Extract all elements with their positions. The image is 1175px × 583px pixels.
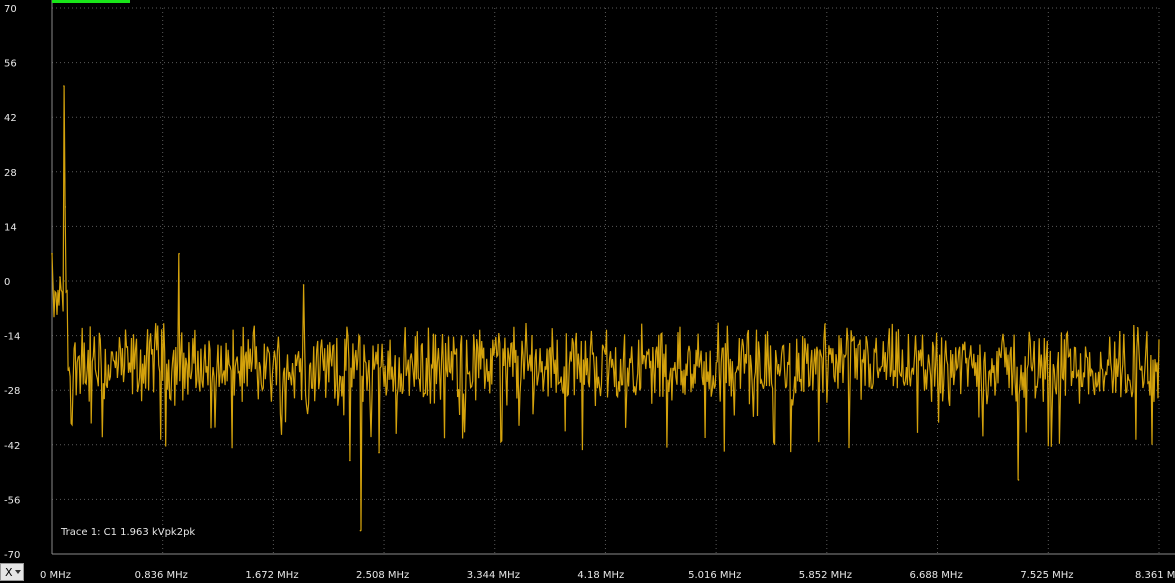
y-tick-label: 70	[4, 4, 17, 15]
trace-1-line	[51, 85, 1160, 531]
trace-peak-point	[178, 252, 180, 255]
x-tick-label: 1.672 MHz	[245, 570, 298, 581]
trace-peak-point	[63, 85, 65, 87]
x-axis-ticks: 0 MHz 0.836 MHz 1.672 MHz 2.508 MHz 3.344 MH…	[40, 570, 1175, 581]
trace-peak-point	[824, 323, 827, 325]
trace-peak-point	[1017, 479, 1020, 481]
y-tick-label: -56	[4, 495, 20, 506]
grid	[51, 0, 1175, 555]
y-tick-label: 28	[4, 168, 17, 179]
y-tick-label: 0	[4, 277, 10, 288]
y-tick-label: 42	[4, 113, 17, 124]
x-tick-label: 4.18 MHz	[577, 570, 624, 581]
x-tick-label: 7.525 MHz	[1020, 570, 1073, 581]
x-axis-selector-label: X	[5, 565, 13, 579]
trace-1	[51, 85, 1160, 532]
x-tick-label: 8.361 M	[1135, 570, 1175, 581]
x-axis-selector[interactable]: X	[0, 563, 24, 581]
y-tick-label: -42	[4, 441, 20, 452]
trace-peak-point	[302, 284, 305, 286]
trace-peak-point	[349, 459, 351, 462]
trace-indicator-bar	[52, 0, 130, 3]
y-axis-ticks: 70 56 42 28 14 0 -14 -28 -42 -56 -70	[4, 4, 20, 561]
chevron-down-icon	[15, 570, 21, 574]
x-tick-label: 0 MHz	[40, 570, 71, 581]
y-tick-label: 14	[4, 222, 17, 233]
x-tick-label: 2.508 MHz	[356, 570, 409, 581]
x-tick-label: 5.016 MHz	[688, 570, 741, 581]
x-tick-label: 5.852 MHz	[799, 570, 852, 581]
x-tick-label: 0.836 MHz	[135, 570, 188, 581]
trace-peak-point	[378, 451, 380, 454]
trace-peak-point	[64, 206, 67, 208]
y-tick-label: -70	[4, 550, 20, 561]
x-tick-label: 6.688 MHz	[909, 570, 962, 581]
trace-peak-point	[59, 276, 61, 278]
trace-peak-point	[1136, 327, 1139, 329]
trace-peak-point	[359, 529, 362, 532]
x-tick-label: 3.344 MHz	[467, 570, 520, 581]
y-tick-label: -14	[4, 332, 20, 343]
y-tick-label: 56	[4, 59, 17, 70]
y-tick-label: -28	[4, 386, 20, 397]
trace-label: Trace 1: C1 1.963 kVpk2pk	[60, 527, 195, 538]
trace-peak-point	[51, 252, 53, 255]
